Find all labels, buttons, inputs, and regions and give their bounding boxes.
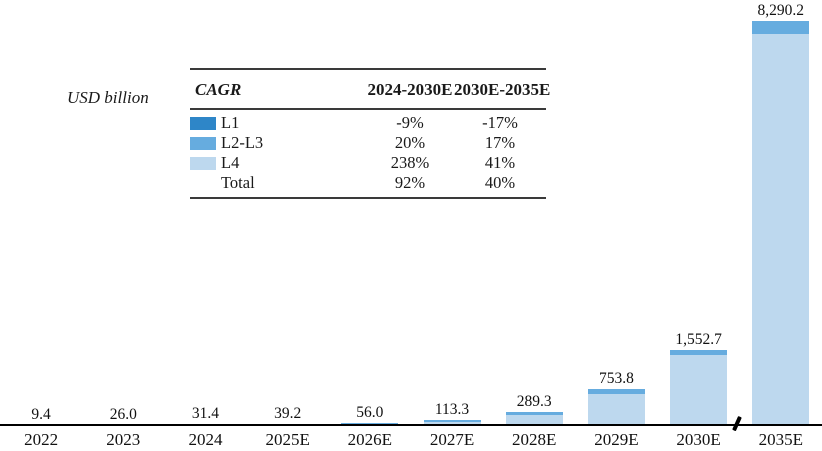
x-tick-label-2028E: 2028E — [512, 430, 557, 449]
bar-segment-l4 — [752, 34, 810, 426]
legend-series-label: L1 — [221, 113, 240, 132]
cagr-row-label-cell: Total — [190, 173, 366, 193]
cagr-legend-table: CAGR 2024-2030E 2030E-2035E L1 -9% -17% L2-… — [190, 68, 551, 199]
cagr-value: 41% — [484, 153, 516, 172]
cagr-table-title: CAGR — [195, 80, 242, 99]
cagr-column-header-1: 2024-2030E — [367, 80, 453, 99]
bar-value-label: 31.4 — [191, 405, 220, 423]
cagr-row-l2-l3: L2-L3 20% 17% — [190, 133, 546, 153]
x-tick-label-2022: 2022 — [24, 430, 59, 449]
bar-slot-2024: 31.4 — [164, 0, 246, 426]
bar-segment-l4 — [670, 355, 728, 426]
bar-slot-2026E: 56.0 — [329, 0, 411, 426]
bar-segment-l2-l3 — [423, 420, 481, 423]
x-tick-label-2023: 2023 — [106, 430, 141, 449]
bar-value-label: 9.4 — [31, 406, 51, 423]
bar-value-label: 8,290.2 — [757, 2, 805, 19]
x-axis-line — [0, 424, 822, 426]
bar-slot-2030E: 1,552.7 — [658, 0, 740, 426]
cagr-value: -9% — [396, 113, 424, 132]
bar-value-label: 753.8 — [598, 370, 634, 388]
legend-series-label: L2-L3 — [221, 133, 264, 152]
bar-2035E — [752, 21, 810, 426]
bar-value-label: 56.0 — [356, 404, 384, 422]
cagr-row-label-cell: L4 — [190, 153, 366, 173]
bar-value-label: 26.0 — [109, 405, 137, 423]
x-tick-label-2035E: 2035E — [758, 430, 803, 449]
legend-swatch-spacer — [190, 177, 216, 190]
bar-value-label: 113.3 — [434, 401, 470, 419]
bar-2028E — [505, 411, 563, 426]
legend-series-label: L4 — [221, 153, 240, 172]
bar-slot-2028E: 289.3 — [493, 0, 575, 426]
cagr-value: 92% — [394, 173, 426, 192]
bar-segment-l2-l3 — [505, 411, 563, 415]
x-tick-label-2024: 2024 — [188, 430, 223, 449]
bar-value-label: 39.2 — [274, 405, 302, 423]
bar-segment-l4 — [505, 414, 563, 426]
bar-segment-l2-l3 — [752, 21, 810, 34]
legend-swatch-icon — [190, 116, 216, 130]
bar-slot-2022: 9.4 — [0, 0, 82, 426]
cagr-value: 17% — [484, 133, 516, 152]
x-tick-label-2029E: 2029E — [594, 430, 639, 449]
plot-area: 9.4 26.0 31.4 39.2 56.0 113.3 289.3 753.8 1,552.… — [0, 0, 822, 426]
bar-slot-2025E: 39.2 — [247, 0, 329, 426]
cagr-row-label-cell: L1 — [190, 113, 366, 133]
bar-2029E — [587, 389, 645, 426]
cagr-table-header: CAGR 2024-2030E 2030E-2035E — [190, 70, 551, 110]
cagr-value: 20% — [394, 133, 426, 152]
cagr-row-total: Total 92% 40% — [190, 173, 546, 193]
cagr-table-body: L1 -9% -17% L2-L3 20% 17% L4 238% 41% Total 92% 40% — [190, 110, 546, 197]
cagr-value: 40% — [484, 173, 516, 192]
cagr-row-label-cell: L2-L3 — [190, 133, 366, 153]
bar-slot-2027E: 113.3 — [411, 0, 493, 426]
cagr-column-header-2: 2030E-2035E — [454, 80, 551, 99]
x-tick-label-2027E: 2027E — [429, 430, 475, 449]
x-tick-label-2026E: 2026E — [347, 430, 393, 449]
legend-swatch-icon — [190, 156, 216, 170]
x-tick-label-2025E: 2025E — [265, 430, 310, 449]
cagr-row-l4: L4 238% 41% — [190, 153, 546, 173]
bar-value-label: 1,552.7 — [675, 331, 722, 349]
cagr-row-l1: L1 -9% -17% — [190, 113, 546, 133]
bar-segment-l4 — [587, 394, 645, 426]
bar-slot-2035E: 8,290.2 — [740, 0, 822, 426]
bar-slot-2029E: 753.8 — [575, 0, 657, 426]
bar-2030E — [670, 350, 728, 426]
bar-slot-2023: 26.0 — [82, 0, 164, 426]
x-axis-labels: 2022 2023 2024 2025E 2026E 2027E 2028E 2029E 203… — [0, 430, 822, 450]
legend-swatch-icon — [190, 136, 216, 150]
y-axis-units-label: USD billion — [67, 88, 149, 107]
cagr-value: -17% — [482, 113, 518, 132]
cagr-value: 238% — [390, 153, 430, 172]
x-tick-label-2030E: 2030E — [676, 430, 721, 449]
bar-segment-l2-l3 — [587, 389, 645, 395]
bar-segment-l2-l3 — [670, 350, 728, 356]
legend-series-label: Total — [221, 173, 255, 192]
bar-value-label: 289.3 — [516, 392, 552, 410]
